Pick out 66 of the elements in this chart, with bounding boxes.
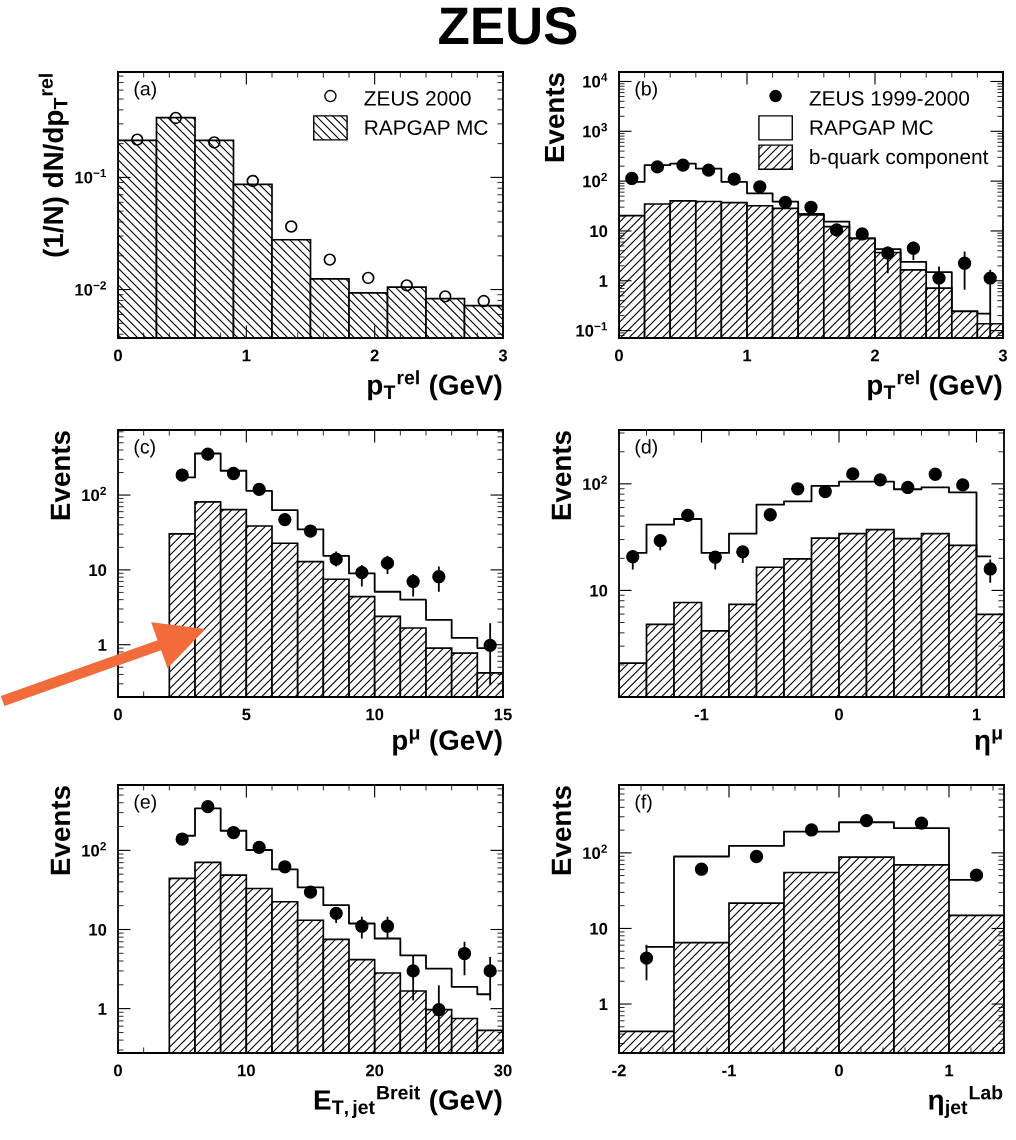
annotation: (a) [134,81,156,100]
x-axis-title: E$_{T,jet}$$^{Breit}$ (GeV) [314,1085,502,1118]
x-tick-label: 2 [370,349,379,362]
legend-label: RAPGAP MC [365,120,488,136]
x-tick-label: 0 [114,1064,122,1077]
chart-title: ZEUS [439,7,577,45]
x-tick-label: 0 [114,349,122,362]
y-axis-title: Events [544,73,565,162]
y-axis-title: (1/N) dN/dp$_{T}$$^{rel}$ [38,74,69,257]
y-tick-label: 10$^{4}$ [583,73,608,88]
legend-label: RAPGAP MC [810,120,933,136]
x-axis-title: p$^{μ}$ (GeV) [393,729,502,756]
y-tick-label: 10 [590,584,608,597]
x-tick-label: 15 [494,708,512,721]
x-tick-label: 0 [114,708,122,721]
y-tick-label: 10$^{2}$ [82,842,106,857]
x-axis-title: p$_{T}$$^{rel}$ (GeV) [868,370,1002,401]
x-tick-label: 2 [870,349,879,362]
legend-label: ZEUS 2000 [364,90,471,106]
y-tick-label: 10$^{3}$ [583,123,607,138]
x-tick-label: 0 [835,708,843,721]
y-tick-label: 10$^{2}$ [583,844,607,860]
x-tick-label: 0 [835,1064,843,1077]
x-tick-label: 30 [494,1064,512,1077]
y-tick-label: 10$^{2}$ [583,172,607,188]
annotation: (b) [635,81,657,100]
y-axis-title: Events [50,786,71,875]
x-axis-title: η$_{jet}$$^{Lab}$ [929,1085,1003,1118]
y-tick-label: 1 [599,275,608,287]
y-tick-label: 10$^{2}$ [583,475,607,491]
x-tick-label: 20 [365,1064,384,1077]
x-tick-label: -1 [694,708,709,721]
legend-label: ZEUS 1999-2000 [809,90,970,106]
y-tick-label: 1 [599,998,608,1011]
x-tick-label: 0 [615,349,623,362]
annotation: (c) [134,439,155,458]
legend-label: b-quark component [810,148,989,169]
x-tick-label: 1 [743,349,752,362]
y-tick-label: 10 [590,922,608,935]
y-axis-title: Events [551,786,572,875]
x-tick-label: 5 [242,708,251,721]
x-tick-label: -2 [612,1064,626,1077]
x-tick-label: -1 [722,1064,736,1077]
x-tick-label: 10 [366,708,384,721]
y-tick-label: 10 [590,225,608,238]
y-tick-label: 10$^{−1}$ [75,169,107,184]
y-tick-label: 10 [89,564,107,577]
y-tick-label: 10$^{−2}$ [75,281,106,296]
x-tick-label: 1 [945,1064,954,1077]
annotation: (e) [134,794,156,813]
x-axis-title: η$^{μ}$ [975,729,1002,756]
x-tick-label: 10 [238,1064,255,1077]
x-tick-label: 1 [242,349,251,362]
annotation: (d) [635,439,657,458]
y-tick-label: 1 [98,639,107,651]
y-tick-label: 10 [89,923,107,936]
y-tick-label: 10$^{2}$ [82,486,106,502]
y-tick-label: 1 [98,1003,107,1015]
x-tick-label: 1 [972,708,981,721]
y-axis-title: Events [551,431,572,520]
x-tick-label: 3 [498,349,508,362]
x-axis-title: p$_{T}$$^{rel}$ (GeV) [368,370,502,401]
y-axis-title: Events [50,431,71,520]
x-tick-label: 3 [998,349,1008,362]
y-tick-label: 10$^{−1}$ [576,322,608,337]
annotation: (f) [635,794,652,813]
